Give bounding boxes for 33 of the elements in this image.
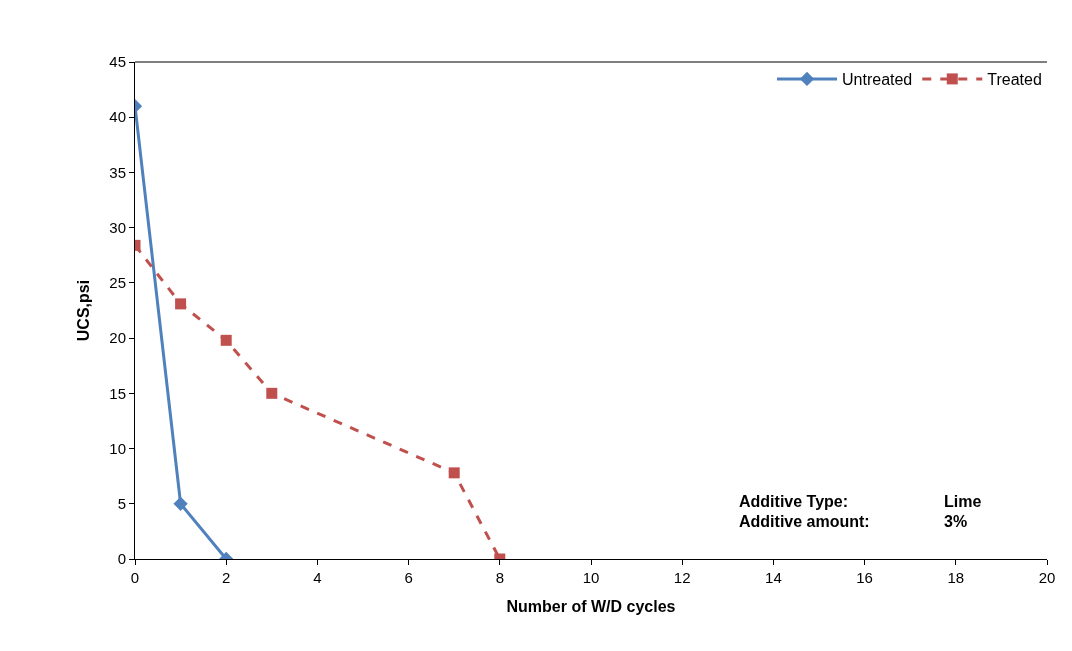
- point: [175, 298, 187, 310]
- x-tick-label: 12: [673, 569, 691, 586]
- y-tick-label: 25: [109, 274, 126, 292]
- annotation: Additive Type:: [739, 493, 849, 510]
- y-tick-label: 45: [109, 53, 126, 71]
- x-axis-title: Number of W/D cycles: [506, 597, 676, 615]
- annotation: 3%: [944, 513, 968, 530]
- y-tick-label: 30: [109, 218, 126, 236]
- x-tick-label: 18: [947, 569, 965, 586]
- x-tick-label: 4: [313, 569, 322, 586]
- y-tick-label: 15: [109, 384, 126, 402]
- x-tick-label: 16: [856, 569, 873, 586]
- x-tick-label: 2: [222, 569, 231, 586]
- y-tick-label: 5: [117, 495, 126, 513]
- annotation: Lime: [944, 493, 982, 510]
- x-tick-label: 0: [130, 569, 140, 586]
- y-axis-title: UCS,psi: [75, 279, 93, 342]
- x-tick-label: 20: [1038, 569, 1056, 586]
- y-tick-label: 40: [109, 108, 126, 126]
- point: [448, 467, 460, 479]
- legend-label: Untreated: [842, 71, 913, 89]
- y-tick-label: 0: [117, 550, 126, 568]
- y-tick-label: 20: [109, 329, 126, 347]
- annotation: Additive amount:: [739, 513, 870, 530]
- y-tick-label: 10: [109, 439, 126, 457]
- legend-label: Treated: [987, 71, 1042, 89]
- y-tick-label: 35: [109, 163, 126, 181]
- x-tick-label: 6: [404, 569, 413, 586]
- x-tick-label: 8: [495, 569, 504, 586]
- x-tick-label: 10: [582, 569, 600, 586]
- point: [266, 387, 278, 399]
- x-tick-label: 14: [765, 569, 782, 586]
- point: [220, 334, 232, 346]
